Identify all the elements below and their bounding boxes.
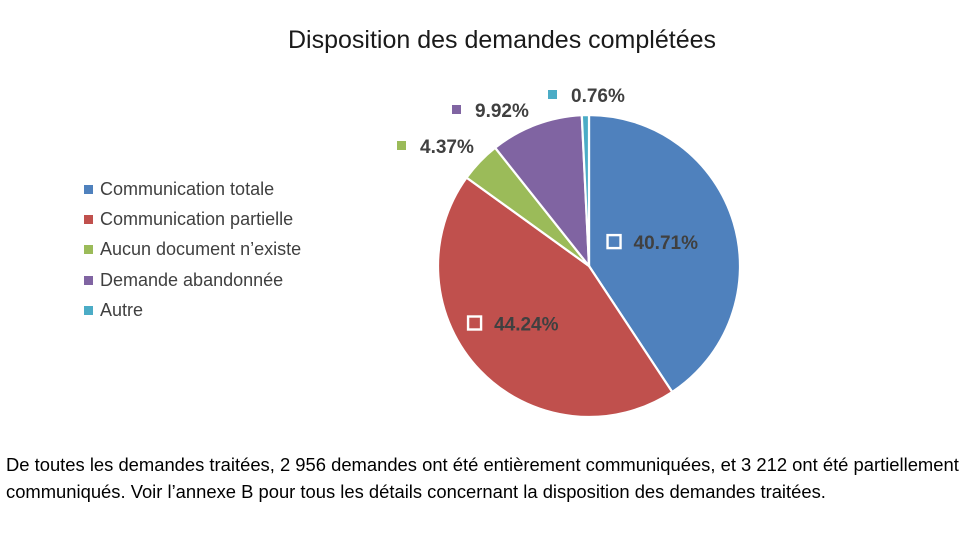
- chart-title: Disposition des demandes complétées: [287, 26, 716, 54]
- legend-label: Communication totale: [100, 178, 275, 199]
- legend-swatch: [84, 306, 93, 316]
- data-label: 9.92%: [475, 101, 529, 122]
- pie-slice: [493, 114, 591, 270]
- legend-swatch: [84, 275, 93, 285]
- legend-item: Autre: [84, 296, 301, 326]
- pie-slice: [436, 176, 674, 419]
- legend-item: Communication totale: [84, 174, 301, 204]
- legend-swatch: [84, 215, 93, 225]
- chart-legend: Communication totale Communication partie…: [84, 174, 301, 326]
- pie-slice: [580, 113, 591, 267]
- data-label: 0.76%: [571, 86, 625, 107]
- data-label-marker: [397, 141, 406, 150]
- data-label: 44.24%: [494, 314, 559, 335]
- legend-item: Aucun document n’existe: [84, 235, 301, 265]
- legend-item: Demande abandonnée: [84, 265, 301, 295]
- legend-label: Communication partielle: [100, 209, 294, 230]
- data-label-marker: [548, 90, 557, 99]
- legend-label: Demande abandonnée: [100, 269, 284, 290]
- data-label: 40.71%: [634, 233, 699, 254]
- caption-text: De toutes les demandes traitées, 2 956 d…: [6, 454, 959, 503]
- legend-swatch: [84, 184, 93, 194]
- data-label: 4.37%: [420, 137, 474, 158]
- data-label-marker: [606, 233, 622, 250]
- legend-label: Autre: [100, 300, 144, 321]
- data-label-marker: [466, 315, 483, 331]
- legend-item: Communication partielle: [84, 204, 301, 234]
- legend-swatch: [84, 245, 93, 255]
- data-label-marker: [452, 105, 461, 114]
- legend-label: Aucun document n’existe: [100, 239, 302, 260]
